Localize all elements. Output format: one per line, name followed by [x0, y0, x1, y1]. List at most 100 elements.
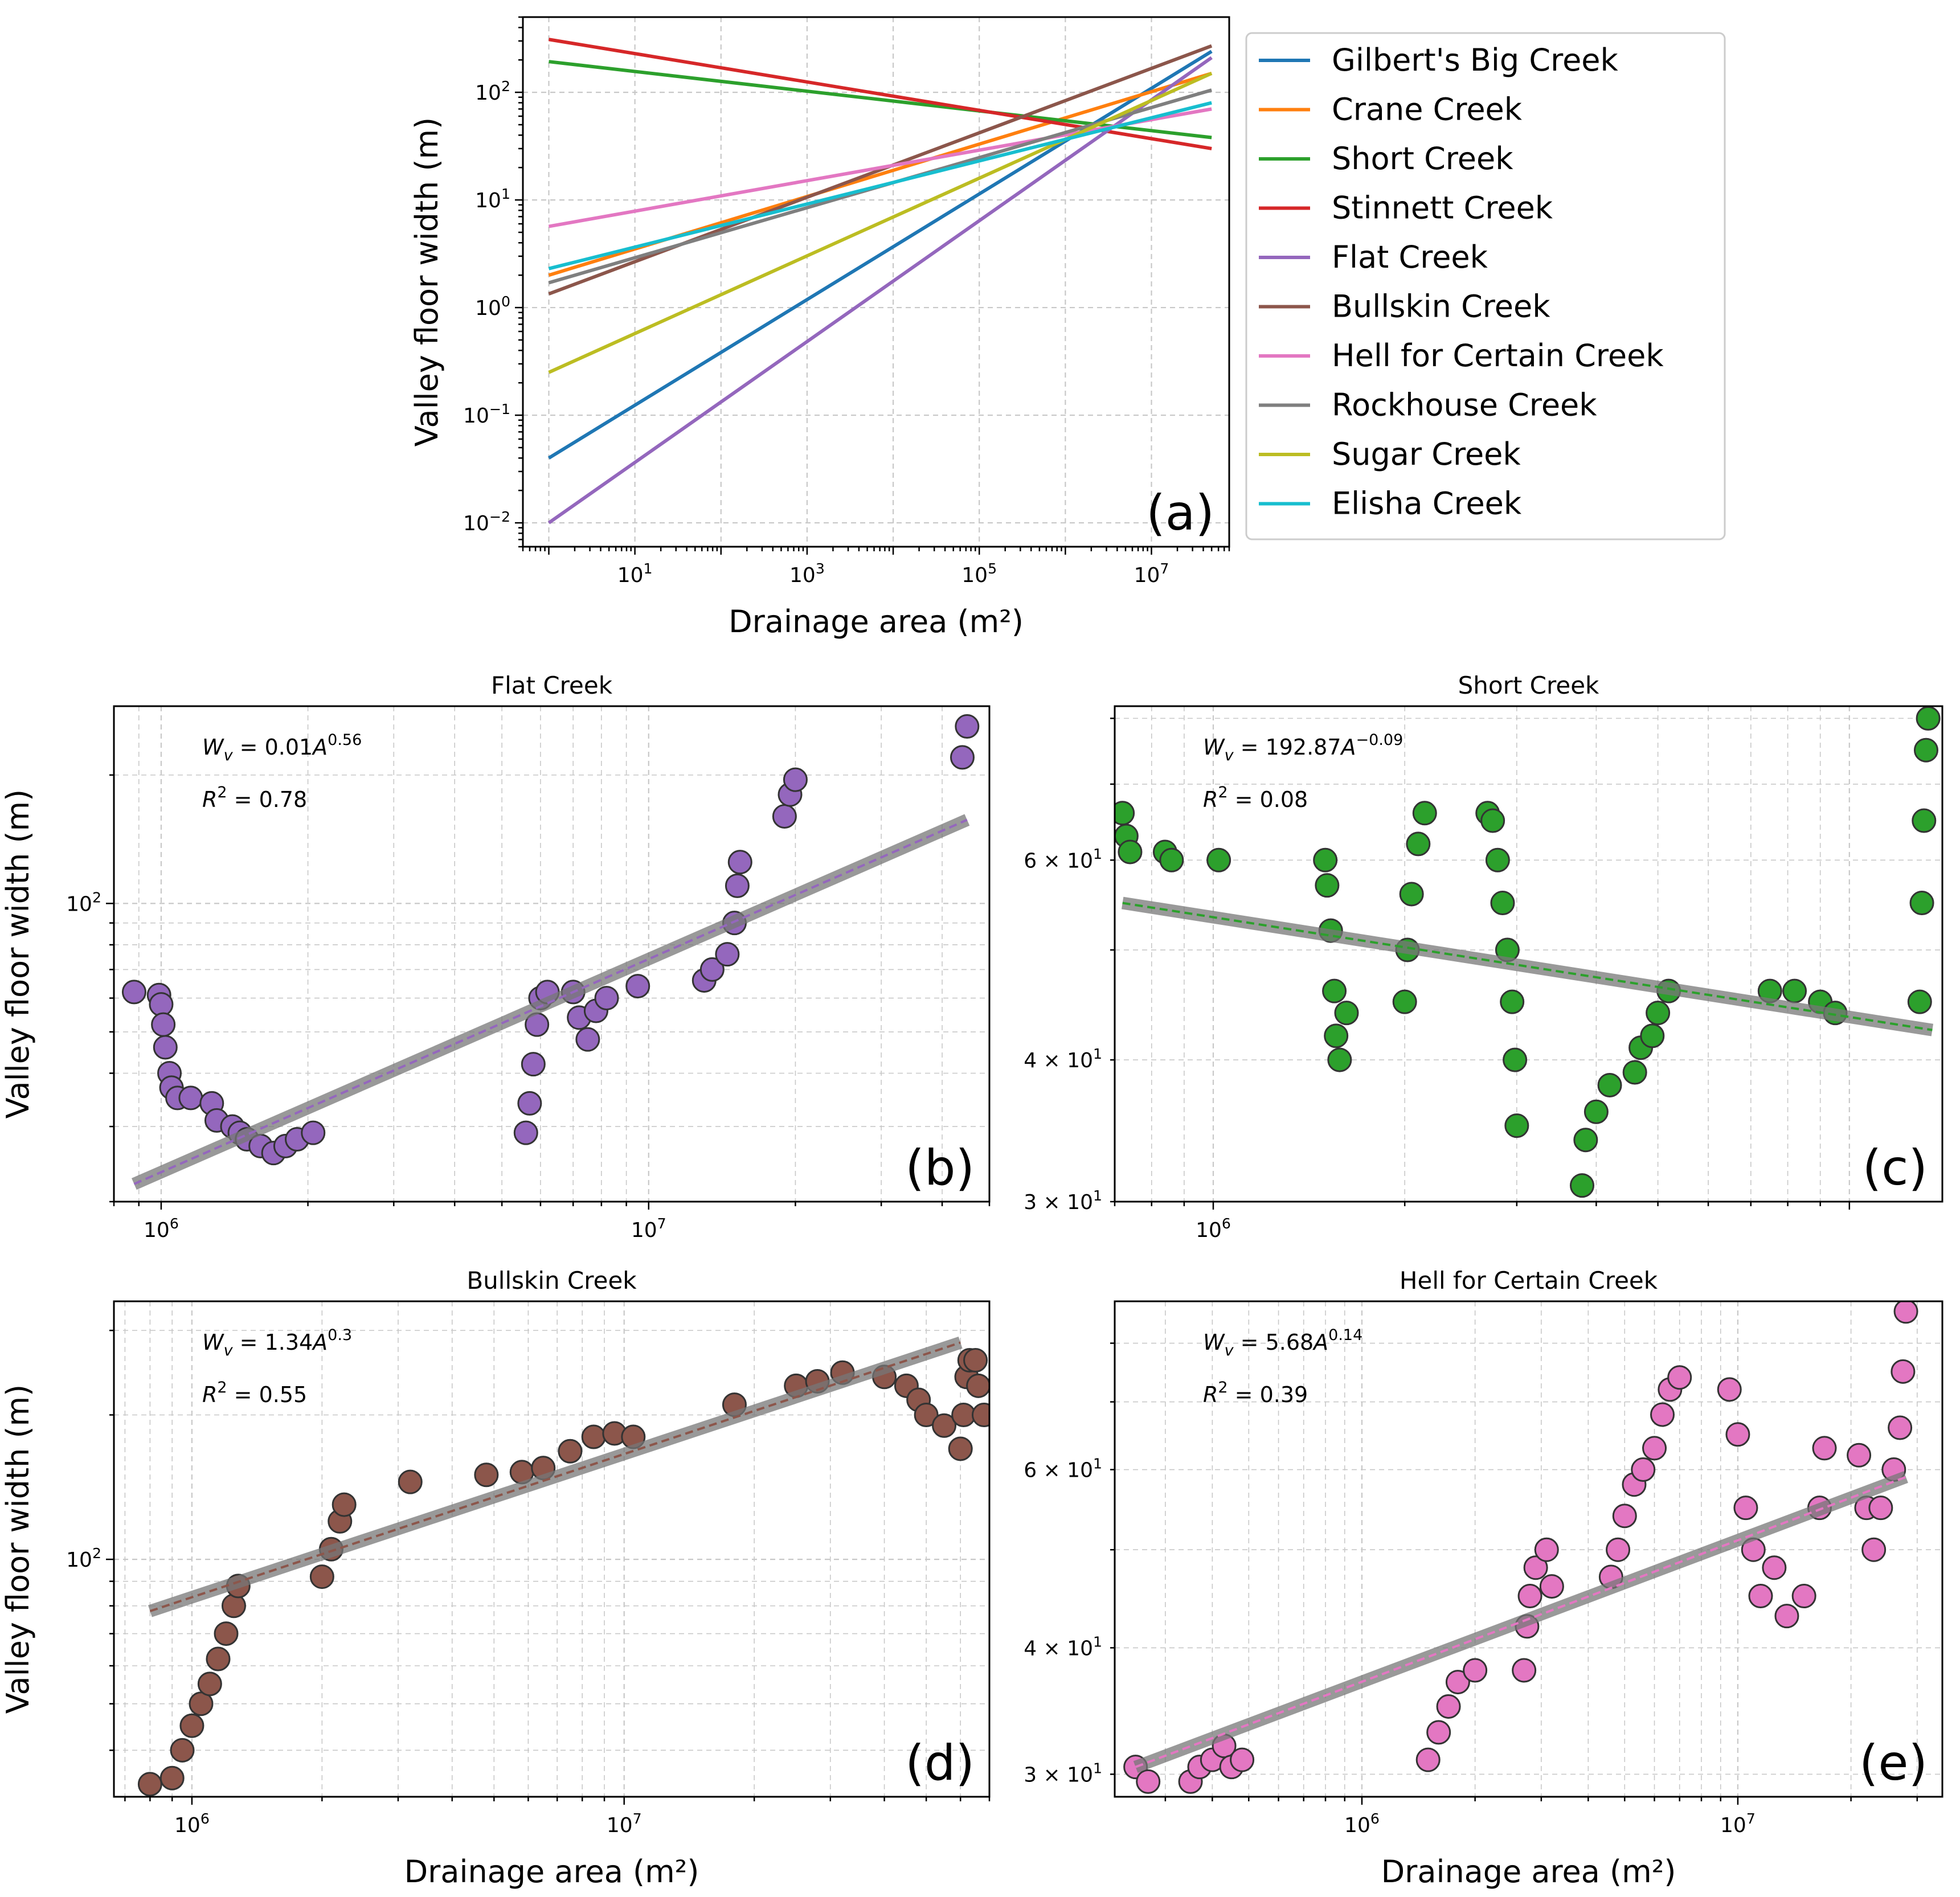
data-point [1733, 1496, 1758, 1521]
y-tick-label-sup: 2 [501, 78, 510, 95]
y-tick-label: 102 [66, 1545, 101, 1572]
x-tick-label-base: 10 [617, 564, 644, 587]
r-val: 0.08 [1260, 787, 1308, 812]
x-tick-label-base: 10 [961, 564, 988, 587]
x-tick-label: 106 [174, 1810, 210, 1837]
y-tick-label-base: 10 [475, 297, 501, 320]
chart-title: Bullskin Creek [467, 1267, 637, 1294]
data-point [1392, 989, 1417, 1014]
data-point [948, 1436, 973, 1461]
x-tick-label-sup: 6 [170, 1215, 179, 1232]
eq-a: A [1340, 735, 1356, 760]
r-sup: 2 [1218, 1379, 1227, 1396]
data-point [783, 767, 808, 792]
data-point [1597, 1072, 1622, 1097]
fit-band [1133, 1471, 1908, 1773]
legend-entry-0: Gilbert's Big Creek [1332, 42, 1619, 78]
eq-a: A [311, 735, 328, 760]
y-tick-label: 3 × 101 [1024, 1187, 1102, 1214]
chart-title: Hell for Certain Creek [1400, 1267, 1658, 1294]
data-point [1539, 1574, 1564, 1599]
y-tick-label-base: 10 [463, 512, 489, 535]
data-point [1646, 1001, 1671, 1026]
y-tick-label-sup: 2 [92, 889, 101, 906]
x-tick-label-sup: 6 [1222, 1215, 1231, 1232]
data-point [1534, 1537, 1559, 1562]
data-point [159, 1765, 185, 1791]
y-tick-label-sup: −1 [489, 401, 510, 417]
y-tick-label: 101 [475, 186, 510, 212]
y-tick-label-base: 6 × 10 [1024, 1459, 1093, 1482]
data-point [301, 1120, 326, 1145]
data-point [1650, 1402, 1675, 1427]
series-line-5 [548, 44, 1213, 296]
data-point [137, 1772, 162, 1797]
plot-area [121, 714, 980, 1190]
data-point [1791, 1584, 1816, 1609]
data-point [309, 1564, 334, 1589]
data-point [1891, 1359, 1916, 1384]
y-tick-label-sup: 1 [1093, 1046, 1102, 1062]
y-tick-label-base: 10 [475, 81, 501, 105]
data-point [1313, 847, 1338, 872]
series-line-8 [548, 72, 1213, 374]
data-point [1640, 1023, 1665, 1048]
y-tick-label-sup: −2 [489, 509, 510, 525]
data-point [772, 804, 797, 829]
r-sup: 2 [1218, 784, 1227, 801]
eq-sub: v [224, 1342, 234, 1359]
y-tick-label: 4 × 101 [1024, 1633, 1102, 1660]
y-tick-label-sup: 1 [1093, 1633, 1102, 1650]
legend-entry-6: Hell for Certain Creek [1332, 338, 1664, 374]
data-point [950, 745, 975, 770]
y-tick-label-sup: 1 [1093, 1455, 1102, 1472]
x-tick-label: 107 [631, 1215, 666, 1242]
x-tick-label: 101 [617, 560, 653, 587]
data-point [1523, 1555, 1548, 1580]
eq-sub: v [1225, 1342, 1234, 1359]
data-point [1913, 738, 1938, 763]
eq-a: A [311, 1330, 328, 1355]
data-point [1230, 1747, 1255, 1772]
x-tick-label: 106 [1196, 1215, 1231, 1242]
eq-sub: v [224, 747, 234, 764]
x-tick-label-base: 10 [789, 564, 816, 587]
fit-line [1122, 902, 1933, 1031]
data-point [121, 980, 146, 1005]
panel-label: (b) [905, 1140, 975, 1197]
eq-eq: = [1234, 735, 1266, 760]
y-tick-label: 10−2 [463, 509, 510, 535]
y-tick-label-base: 4 × 10 [1024, 1049, 1093, 1072]
y-tick-label-sup: 0 [501, 293, 510, 310]
x-tick-label-base: 10 [1134, 564, 1160, 587]
data-point [1159, 847, 1184, 872]
eq-w: W [202, 1330, 224, 1355]
panel-label: (d) [905, 1735, 975, 1792]
data-point [517, 1091, 542, 1116]
eq-w: W [202, 735, 224, 760]
data-point [1136, 1769, 1161, 1794]
x-tick-label-sup: 3 [816, 560, 825, 577]
x-axis-label: Drainage area (m²) [729, 604, 1024, 640]
r-r: R [1203, 1382, 1218, 1407]
axes-frame [522, 16, 1230, 548]
data-point [1412, 801, 1437, 826]
x-tick-label-sup: 6 [1370, 1810, 1380, 1827]
data-point [1916, 706, 1941, 731]
r-squared: R2 = 0.78 [202, 784, 307, 812]
data-point [1893, 1301, 1918, 1324]
data-point [1861, 1537, 1887, 1562]
data-point [1504, 1113, 1529, 1138]
data-point [1322, 978, 1347, 1003]
data-point [1485, 847, 1510, 872]
legend-entry-9: Elisha Creek [1332, 486, 1522, 522]
legend-entry-7: Rockhouse Creek [1332, 387, 1597, 423]
r-r: R [202, 787, 217, 812]
plot-area [547, 38, 1213, 525]
chart-title: Flat Creek [491, 671, 613, 699]
legend-box [1245, 32, 1726, 540]
data-point [1463, 1658, 1488, 1683]
y-tick-label-base: 10 [66, 1548, 92, 1572]
y-tick-label-base: 10 [66, 892, 92, 916]
